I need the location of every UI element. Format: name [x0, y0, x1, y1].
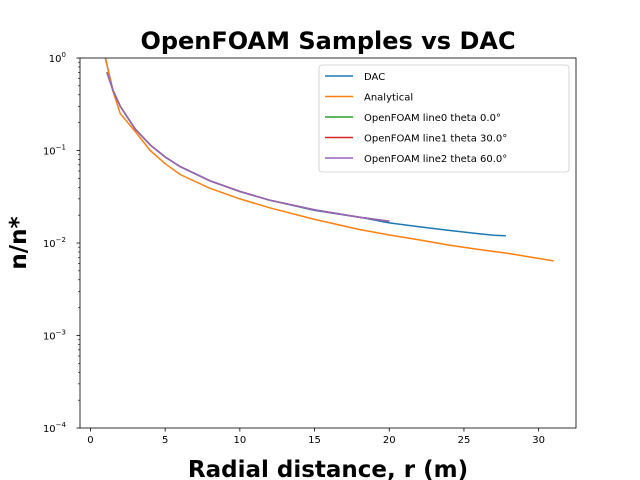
legend: DAC Analytical OpenFOAM line0 theta 0.0° Op…: [318, 64, 570, 173]
y-axis-label: n/n*: [6, 216, 32, 269]
x-tick-label: 5: [162, 435, 168, 446]
legend-label: OpenFOAM line0 theta 0.0°: [364, 113, 501, 124]
x-tick-label: 25: [458, 435, 471, 446]
chart-title: OpenFOAM Samples vs DAC: [140, 27, 515, 55]
legend-label: OpenFOAM line2 theta 60.0°: [364, 154, 507, 165]
y-tick-label: 10−2: [43, 236, 66, 250]
plot-area: [104, 58, 554, 262]
axes: 0 5 10 15 20 25 30 10−4 10−3 10−2 10−1 100: [43, 51, 545, 446]
series-line-1: [104, 58, 554, 262]
x-axis-label: Radial distance, r (m): [188, 457, 468, 480]
y-tick-label: 10−1: [43, 144, 66, 158]
y-tick-label: 10−3: [43, 329, 66, 343]
x-tick-label: 15: [308, 435, 321, 446]
y-tick-label: 10−4: [43, 421, 67, 435]
legend-box: [318, 64, 570, 173]
legend-label: OpenFOAM line1 theta 30.0°: [364, 134, 507, 145]
series-line-4: [106, 72, 390, 222]
legend-label: Analytical: [364, 93, 413, 104]
x-tick-label: 30: [532, 435, 545, 446]
legend-label: DAC: [364, 72, 385, 83]
x-tick-label: 10: [233, 435, 246, 446]
y-tick-label: 100: [49, 51, 66, 65]
x-tick-label: 0: [87, 435, 93, 446]
x-tick-label: 20: [383, 435, 396, 446]
